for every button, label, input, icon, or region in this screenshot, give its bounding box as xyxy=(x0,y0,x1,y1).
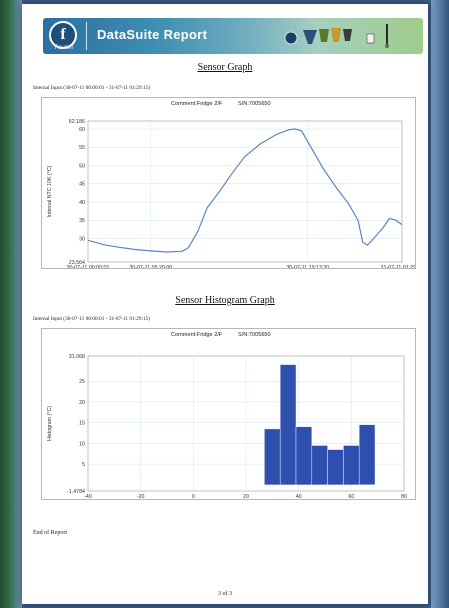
flask-icon xyxy=(343,29,352,41)
histogram-bar xyxy=(343,445,360,486)
x-tick-label: 30-07-11 00:00:01 xyxy=(67,265,110,268)
y-tick-label: 35 xyxy=(79,218,85,224)
x-tick-label: 80 xyxy=(401,494,407,499)
fourier-logo: f xyxy=(49,21,77,49)
y-tick-label: 55 xyxy=(79,145,85,151)
x-tick-label: 40 xyxy=(296,494,302,499)
sensor-graph-title: Sensor Graph xyxy=(197,62,253,73)
histogram-bar xyxy=(327,449,344,486)
y-axis-label: Histogram (°C) xyxy=(47,406,53,441)
histogram-chart: Comment:Fridge 2/F S/N:7005650 31.068 25 2… xyxy=(41,328,416,500)
probe-tip-icon xyxy=(385,44,389,48)
probe-icon xyxy=(386,24,388,46)
y-tick-label: 31.068 xyxy=(69,354,85,360)
x-tick-label: 30-07-11 19:13:20 xyxy=(286,265,329,268)
x-tick-label: 20 xyxy=(243,494,249,499)
x-tick-label: -40 xyxy=(84,494,92,499)
report-page: f Fourier DataSuite Report Sensor Graph … xyxy=(22,4,428,604)
y-axis-label: Internal NTC 10K (°C) xyxy=(47,165,53,217)
y-tick-label: 50 xyxy=(79,163,85,169)
x-tick-label: 60 xyxy=(348,494,354,499)
histogram-bar xyxy=(311,445,328,486)
x-tick-label: 30-07-11 05:20:00 xyxy=(129,265,172,268)
histogram-bar xyxy=(264,428,281,486)
fourier-logo-word: Fourier xyxy=(54,45,74,51)
x-tick-label: -20 xyxy=(137,494,145,499)
histogram-bar xyxy=(279,364,297,486)
y-tick-label: 45 xyxy=(79,182,85,188)
y-tick-label: -1.4784 xyxy=(67,489,85,495)
sensor-chart-comment: Comment:Fridge 2/F xyxy=(171,101,223,107)
y-tick-label: 10 xyxy=(79,441,85,447)
y-tick-label: 30 xyxy=(79,237,85,243)
y-tick-label: 60 xyxy=(79,127,85,133)
y-tick-label: 5 xyxy=(82,462,85,468)
histogram-chart-serial: S/N:7005650 xyxy=(238,332,271,338)
y-tick-label: 20 xyxy=(79,400,85,406)
banner-title: DataSuite Report xyxy=(97,27,208,42)
histogram-bar xyxy=(295,426,313,486)
y-tick-label: 62.186 xyxy=(69,119,85,125)
sensor-line-chart: Comment:Fridge 2/F S/N:7005650 62.186 60 5… xyxy=(41,97,416,269)
histogram-graph-title: Sensor Histogram Graph xyxy=(175,295,275,306)
report-banner: f Fourier DataSuite Report xyxy=(43,18,423,54)
y-tick-label: 15 xyxy=(79,421,85,427)
beaker-icon xyxy=(319,29,329,42)
sensor-disc-icon xyxy=(284,31,298,45)
banner-sensor-icons xyxy=(284,24,389,48)
end-of-report: End of Report xyxy=(33,530,67,536)
x-tick-label: 31-07-11 01:29:15 xyxy=(381,265,415,268)
y-tick-label: 25 xyxy=(79,379,85,385)
banner-divider xyxy=(86,22,87,50)
cup-icon xyxy=(331,28,341,42)
device-icon xyxy=(366,33,375,44)
histogram-chart-comment: Comment:Fridge 2/F xyxy=(171,332,223,338)
y-tick-label: 23.564 xyxy=(69,260,85,266)
histogram-graph-range: Internal Input (30-07-11 00:00:01 - 31-0… xyxy=(33,316,150,322)
plot-area xyxy=(87,120,403,263)
x-tick-label: 0 xyxy=(192,494,195,499)
temperature-series-line xyxy=(87,128,403,253)
window-background-left xyxy=(0,0,22,608)
funnel-icon xyxy=(303,30,317,44)
sensor-chart-serial: S/N:7005650 xyxy=(238,101,271,107)
page-number: 3 of 3 xyxy=(218,591,232,597)
y-tick-label: 40 xyxy=(79,200,85,206)
histogram-bar xyxy=(358,424,376,486)
window-background-right xyxy=(431,0,449,608)
histogram-chart-svg: 31.068252015105-1.4784-40-20020406080Int… xyxy=(47,354,407,499)
sensor-graph-range: Internal Input (30-07-11 00:00:01 - 31-0… xyxy=(33,85,150,91)
